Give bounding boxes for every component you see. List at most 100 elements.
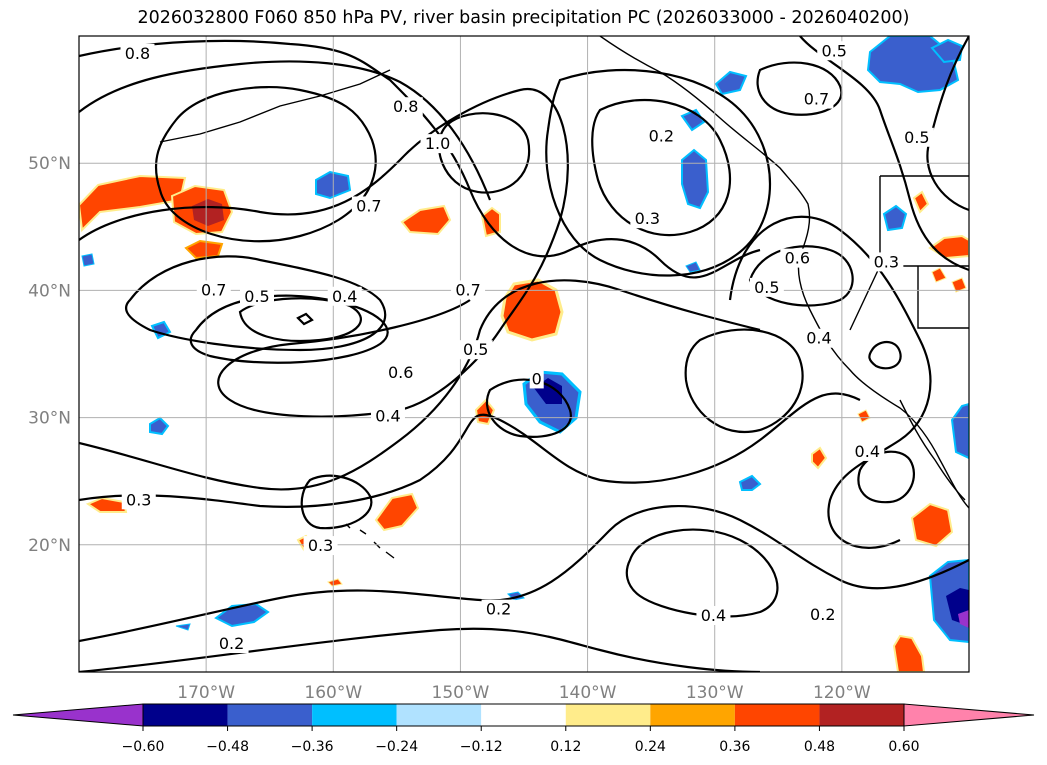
contour-label: 0.5 xyxy=(822,41,847,60)
colorbar-segment xyxy=(396,704,482,726)
precip-blob-positive xyxy=(811,446,828,470)
pv-contour-line xyxy=(438,112,531,194)
contour-label: 0.5 xyxy=(244,287,269,306)
contour-label: 0.7 xyxy=(356,196,381,215)
precip-blob-negative xyxy=(685,261,701,273)
colorbar-segment xyxy=(565,704,651,726)
contour-label: 0.8 xyxy=(393,97,418,116)
pv-contour-line xyxy=(79,392,861,508)
contour-label: 0.3 xyxy=(126,490,151,509)
contour-label-bg xyxy=(420,134,455,154)
contour-label-bg xyxy=(481,599,516,619)
pv-contour-line xyxy=(79,60,492,201)
contour-label: 0.5 xyxy=(904,128,929,147)
precip-blob-negative xyxy=(681,148,710,210)
colorbar-tick-label: 0.12 xyxy=(550,739,581,755)
contour-label-bg xyxy=(899,127,934,147)
contour-label-bg xyxy=(303,536,338,556)
contour-label: 0.7 xyxy=(804,90,829,109)
precip-blob-negative xyxy=(882,204,908,232)
contour-label: 0 xyxy=(532,369,542,388)
precip-blob-negative xyxy=(149,416,170,436)
pv-contour-line xyxy=(125,255,387,352)
colorbar-tick-label: −0.48 xyxy=(206,739,249,755)
contour-label: 0.5 xyxy=(754,278,779,297)
contour-label: 0.4 xyxy=(375,406,400,425)
precip-blob-positive xyxy=(327,578,343,587)
lat-tick-label: 30°N xyxy=(28,409,71,429)
contour-label: 0.2 xyxy=(649,126,674,145)
colorbar-extend-high xyxy=(903,703,1035,727)
contour-label-bg xyxy=(749,277,784,297)
colorbar-tick-label: −0.60 xyxy=(122,739,165,755)
contour-label: 0.7 xyxy=(455,280,480,299)
contour-label-bg xyxy=(388,97,423,117)
colorbar-tick-label: 0.36 xyxy=(719,739,750,755)
contour-label-bg xyxy=(805,604,840,624)
contour-label: 0.4 xyxy=(806,329,831,348)
contour-label: 0.4 xyxy=(855,442,880,461)
map-frame xyxy=(78,35,970,673)
precip-blob-negative xyxy=(714,70,748,96)
contour-labels: 0.8 1.0 0.8 0.7 0.7 0.5 0.4 0.7 0.6 0.5 0.4 0.3 0.2 0… xyxy=(120,41,934,654)
lat-tick-label: 50°N xyxy=(28,154,71,174)
colorbar-tick-label: 0.60 xyxy=(888,739,919,755)
lon-tick-label: 170°W xyxy=(177,683,235,703)
precip-blob-positive xyxy=(374,492,420,532)
contour-label-bg xyxy=(630,209,665,229)
pv-contour-line xyxy=(296,312,314,326)
colorbar-segment xyxy=(312,704,397,726)
contour-label: 0.2 xyxy=(219,634,244,653)
contour-label-bg xyxy=(370,406,405,426)
contour-label-bg xyxy=(327,286,362,306)
contour-label: 0.3 xyxy=(308,536,333,555)
colorbar-tick-label: −0.24 xyxy=(375,739,418,755)
aleutian-chain xyxy=(159,69,391,143)
contour-label: 0.4 xyxy=(701,606,726,625)
contour-label-bg xyxy=(799,89,834,109)
lon-tick-label: 140°W xyxy=(559,683,617,703)
colorbar-tick-label: −0.12 xyxy=(460,739,503,755)
contour-label-bg xyxy=(801,328,836,348)
pv-contour-line xyxy=(79,504,969,643)
contour-label-bg xyxy=(383,363,418,383)
contour-label: 0.6 xyxy=(785,249,810,268)
pv-contour-line xyxy=(300,474,373,530)
figure-title: 2026032800 F060 850 hPa PV, river basin … xyxy=(137,8,910,28)
contour-label: 0.2 xyxy=(486,600,511,619)
contour-label-bg xyxy=(196,280,231,300)
pv-contour-line xyxy=(79,279,761,491)
colorbar-extend-low xyxy=(12,703,144,727)
colorbar-tick-label: 0.48 xyxy=(804,739,835,755)
pv-contour-line xyxy=(79,87,569,418)
contour-label: 0.4 xyxy=(332,287,357,306)
precip-blob-positive xyxy=(480,206,501,238)
latitude-labels: 50°N 40°N 30°N 20°N xyxy=(28,154,71,556)
colorbar-tick-labels: −0.60 −0.48 −0.36 −0.24 −0.12 0.12 0.24 0.36 0.4… xyxy=(122,726,920,755)
contour-label: 1.0 xyxy=(425,134,450,153)
lat-tick-label: 20°N xyxy=(28,536,71,556)
contour-label-bg xyxy=(458,340,493,360)
lon-tick-label: 150°W xyxy=(432,683,490,703)
contour-label: 0.3 xyxy=(635,209,660,228)
precip-blob-positive xyxy=(400,204,452,236)
colorbar-segment xyxy=(481,704,566,726)
contour-label-bg xyxy=(240,286,274,306)
colorbar-segment xyxy=(227,704,313,726)
pv-contour-line xyxy=(868,340,902,370)
contour-label-bg xyxy=(850,441,885,461)
colorbar xyxy=(12,703,1035,727)
colorbar-tick-label: −0.36 xyxy=(291,739,334,755)
contour-label-bg xyxy=(451,280,486,300)
precip-blob-positive xyxy=(79,174,187,233)
colorbar-segment xyxy=(143,704,228,726)
pv-contour-line xyxy=(625,528,779,618)
contour-label: 0.2 xyxy=(810,605,835,624)
lon-tick-label: 160°W xyxy=(304,683,362,703)
pv-contour-line xyxy=(684,328,804,433)
precip-blob-positive xyxy=(500,278,564,342)
colorbar-frame xyxy=(142,703,905,727)
contour-label: 0.3 xyxy=(874,252,899,271)
precip-blob-negative xyxy=(738,474,762,491)
